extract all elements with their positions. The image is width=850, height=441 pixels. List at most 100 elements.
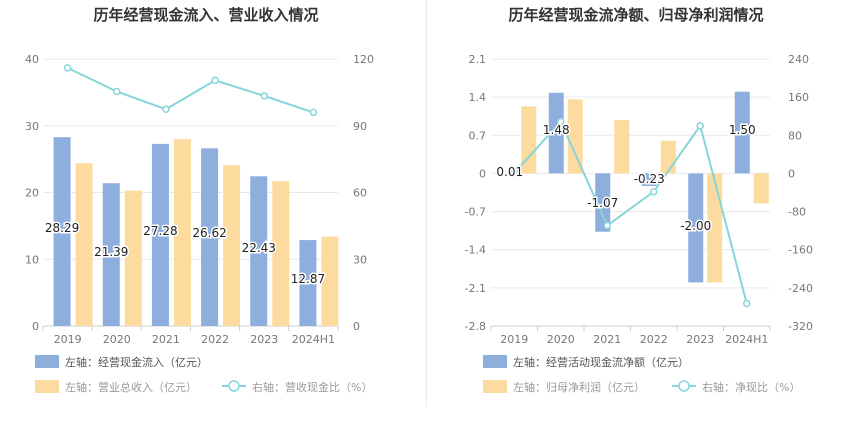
chart2-legend-label-primary: 左轴：经营活动现金流净额（亿元） <box>513 355 689 369</box>
chart2-legend-line-marker <box>678 380 690 392</box>
chart2-ratio-point <box>557 117 565 126</box>
chart2-category-label: 2021 <box>593 333 621 346</box>
chart2-bar-secondary <box>567 99 583 174</box>
chart2-right-tick-label: -80 <box>788 206 806 219</box>
chart1-ratio-point <box>260 92 268 100</box>
chart2-bar-secondary <box>660 140 676 174</box>
chart2-category-label: 2022 <box>640 333 668 346</box>
chart2-bar-value-label: -1.07 <box>587 196 618 210</box>
chart1-bar-value-label: 27.28 <box>143 224 177 238</box>
chart2-ratio-point <box>650 187 658 196</box>
chart2-left-tick-label: 1.4 <box>469 91 487 104</box>
chart1-category-label: 2021 <box>152 333 180 346</box>
chart2-bar-secondary <box>753 173 769 204</box>
chart2-bar-secondary <box>521 106 537 174</box>
chart1-ratio-point <box>162 105 170 114</box>
chart2-right-tick-label: -320 <box>788 320 813 333</box>
chart2-ratio-point <box>696 122 704 130</box>
chart2-bar-primary <box>548 92 564 174</box>
chart2-ratio-point <box>743 299 751 308</box>
chart2-right-tick-label: 160 <box>788 91 809 104</box>
chart2-bar-value-label: -0.23 <box>634 172 665 186</box>
chart1-right-tick-label: 0 <box>353 320 360 333</box>
chart2-left-tick-label: -2.8 <box>465 320 486 333</box>
chart2-legend-swatch-primary <box>483 355 507 368</box>
chart2-bar-primary <box>641 173 657 186</box>
chart1-category-label: 2020 <box>103 333 131 346</box>
chart2-bar-secondary <box>614 120 630 174</box>
panel-divider <box>426 0 427 407</box>
chart2-legend-label-line: 右轴：净现比（%） <box>702 380 800 394</box>
chart2-ratio-line <box>513 119 748 304</box>
chart2-left-tick-label: 2.1 <box>469 53 487 66</box>
chart2-category-label: 2020 <box>547 333 575 346</box>
chart1-right-tick-label: 90 <box>353 120 367 133</box>
chart1-bar-value-label: 26.62 <box>192 226 226 240</box>
chart2-ratio-point <box>603 221 611 230</box>
chart1-left-tick-label: 40 <box>25 53 39 66</box>
chart1-right-tick-label: 30 <box>353 253 367 266</box>
chart1-bar-secondary <box>173 139 191 326</box>
chart2-bar-primary <box>734 91 750 174</box>
chart2-ratio-point <box>510 169 518 177</box>
chart2-left-tick-label: 0 <box>479 167 486 180</box>
chart1-bar-secondary <box>124 190 142 326</box>
chart1-left-tick-label: 20 <box>25 187 39 200</box>
chart1-left-tick-label: 30 <box>25 120 39 133</box>
chart2-category-label: 2024H1 <box>725 333 768 346</box>
chart2-bar-secondary <box>707 173 723 283</box>
chart2-bar-primary <box>595 173 611 232</box>
chart2-bar-value-label: 1.50 <box>729 123 756 137</box>
chart1-ratio-point <box>63 64 72 72</box>
chart1-category-label: 2024H1 <box>292 333 335 346</box>
chart1-legend-label-secondary: 左轴：营业总收入（亿元） <box>65 380 197 394</box>
chart1-ratio-line <box>67 66 314 114</box>
chart1-category-label: 2022 <box>201 333 229 346</box>
chart2-bar-primary <box>502 172 518 174</box>
chart2-category-label: 2019 <box>500 333 528 346</box>
chart2-left-tick-label: -2.1 <box>465 282 486 295</box>
chart1-bar-value-label: 28.29 <box>45 221 79 235</box>
chart1-bar-primary <box>250 176 268 326</box>
chart2-left-tick-label: 0.7 <box>469 129 487 142</box>
chart2-right-tick-label: 80 <box>788 129 802 142</box>
chart1-legend-label-line: 右轴：营收现金比（%） <box>252 380 372 394</box>
chart1-bar-secondary <box>272 181 290 326</box>
chart1-bar-secondary <box>75 163 93 326</box>
chart1-bar-secondary <box>223 165 241 326</box>
chart1-ratio-point <box>211 76 219 85</box>
chart1-right-tick-label: 120 <box>353 53 374 66</box>
chart2-category-label: 2023 <box>686 333 714 346</box>
chart2-left-tick-label: -1.4 <box>465 244 486 257</box>
chart2-bar-value-label: 0.01 <box>496 165 523 179</box>
chart1-bar-primary <box>299 240 317 326</box>
chart2-bar-primary <box>688 173 704 283</box>
chart2-right-tick-label: 0 <box>788 167 795 180</box>
chart1-category-label: 2019 <box>54 333 82 346</box>
chart2-right-tick-label: -160 <box>788 244 813 257</box>
chart1-bar-value-label: 12.87 <box>291 272 325 286</box>
chart1-bar-primary <box>102 183 120 326</box>
chart2-title: 历年经营现金流净额、归母净利润情况 <box>508 6 763 24</box>
chart1-bar-primary <box>201 148 219 326</box>
chart1-legend-swatch-primary <box>35 355 59 368</box>
chart2-bar-value-label: -2.00 <box>680 219 711 233</box>
chart1-title: 历年经营现金流入、营业收入情况 <box>93 6 318 24</box>
chart1-bar-value-label: 22.43 <box>242 241 276 255</box>
chart1-category-label: 2023 <box>250 333 278 346</box>
chart1-bar-primary <box>53 137 71 326</box>
chart1-legend-line-marker <box>228 380 240 392</box>
chart1-bar-primary <box>151 143 169 326</box>
chart1-ratio-point <box>309 108 318 117</box>
chart1-bar-value-label: 21.39 <box>94 245 128 259</box>
chart1-legend-label-primary: 左轴：经营现金流入（亿元） <box>65 355 208 369</box>
chart2-legend-label-secondary: 左轴：归母净利润（亿元） <box>513 380 645 394</box>
chart2-left-tick-label: -0.7 <box>465 206 486 219</box>
chart1-left-tick-label: 10 <box>25 253 39 266</box>
chart1-legend-swatch-secondary <box>35 380 59 393</box>
chart1-right-tick-label: 60 <box>353 187 367 200</box>
chart2-bar-value-label: 1.48 <box>543 123 570 137</box>
chart1-ratio-point <box>113 87 121 96</box>
